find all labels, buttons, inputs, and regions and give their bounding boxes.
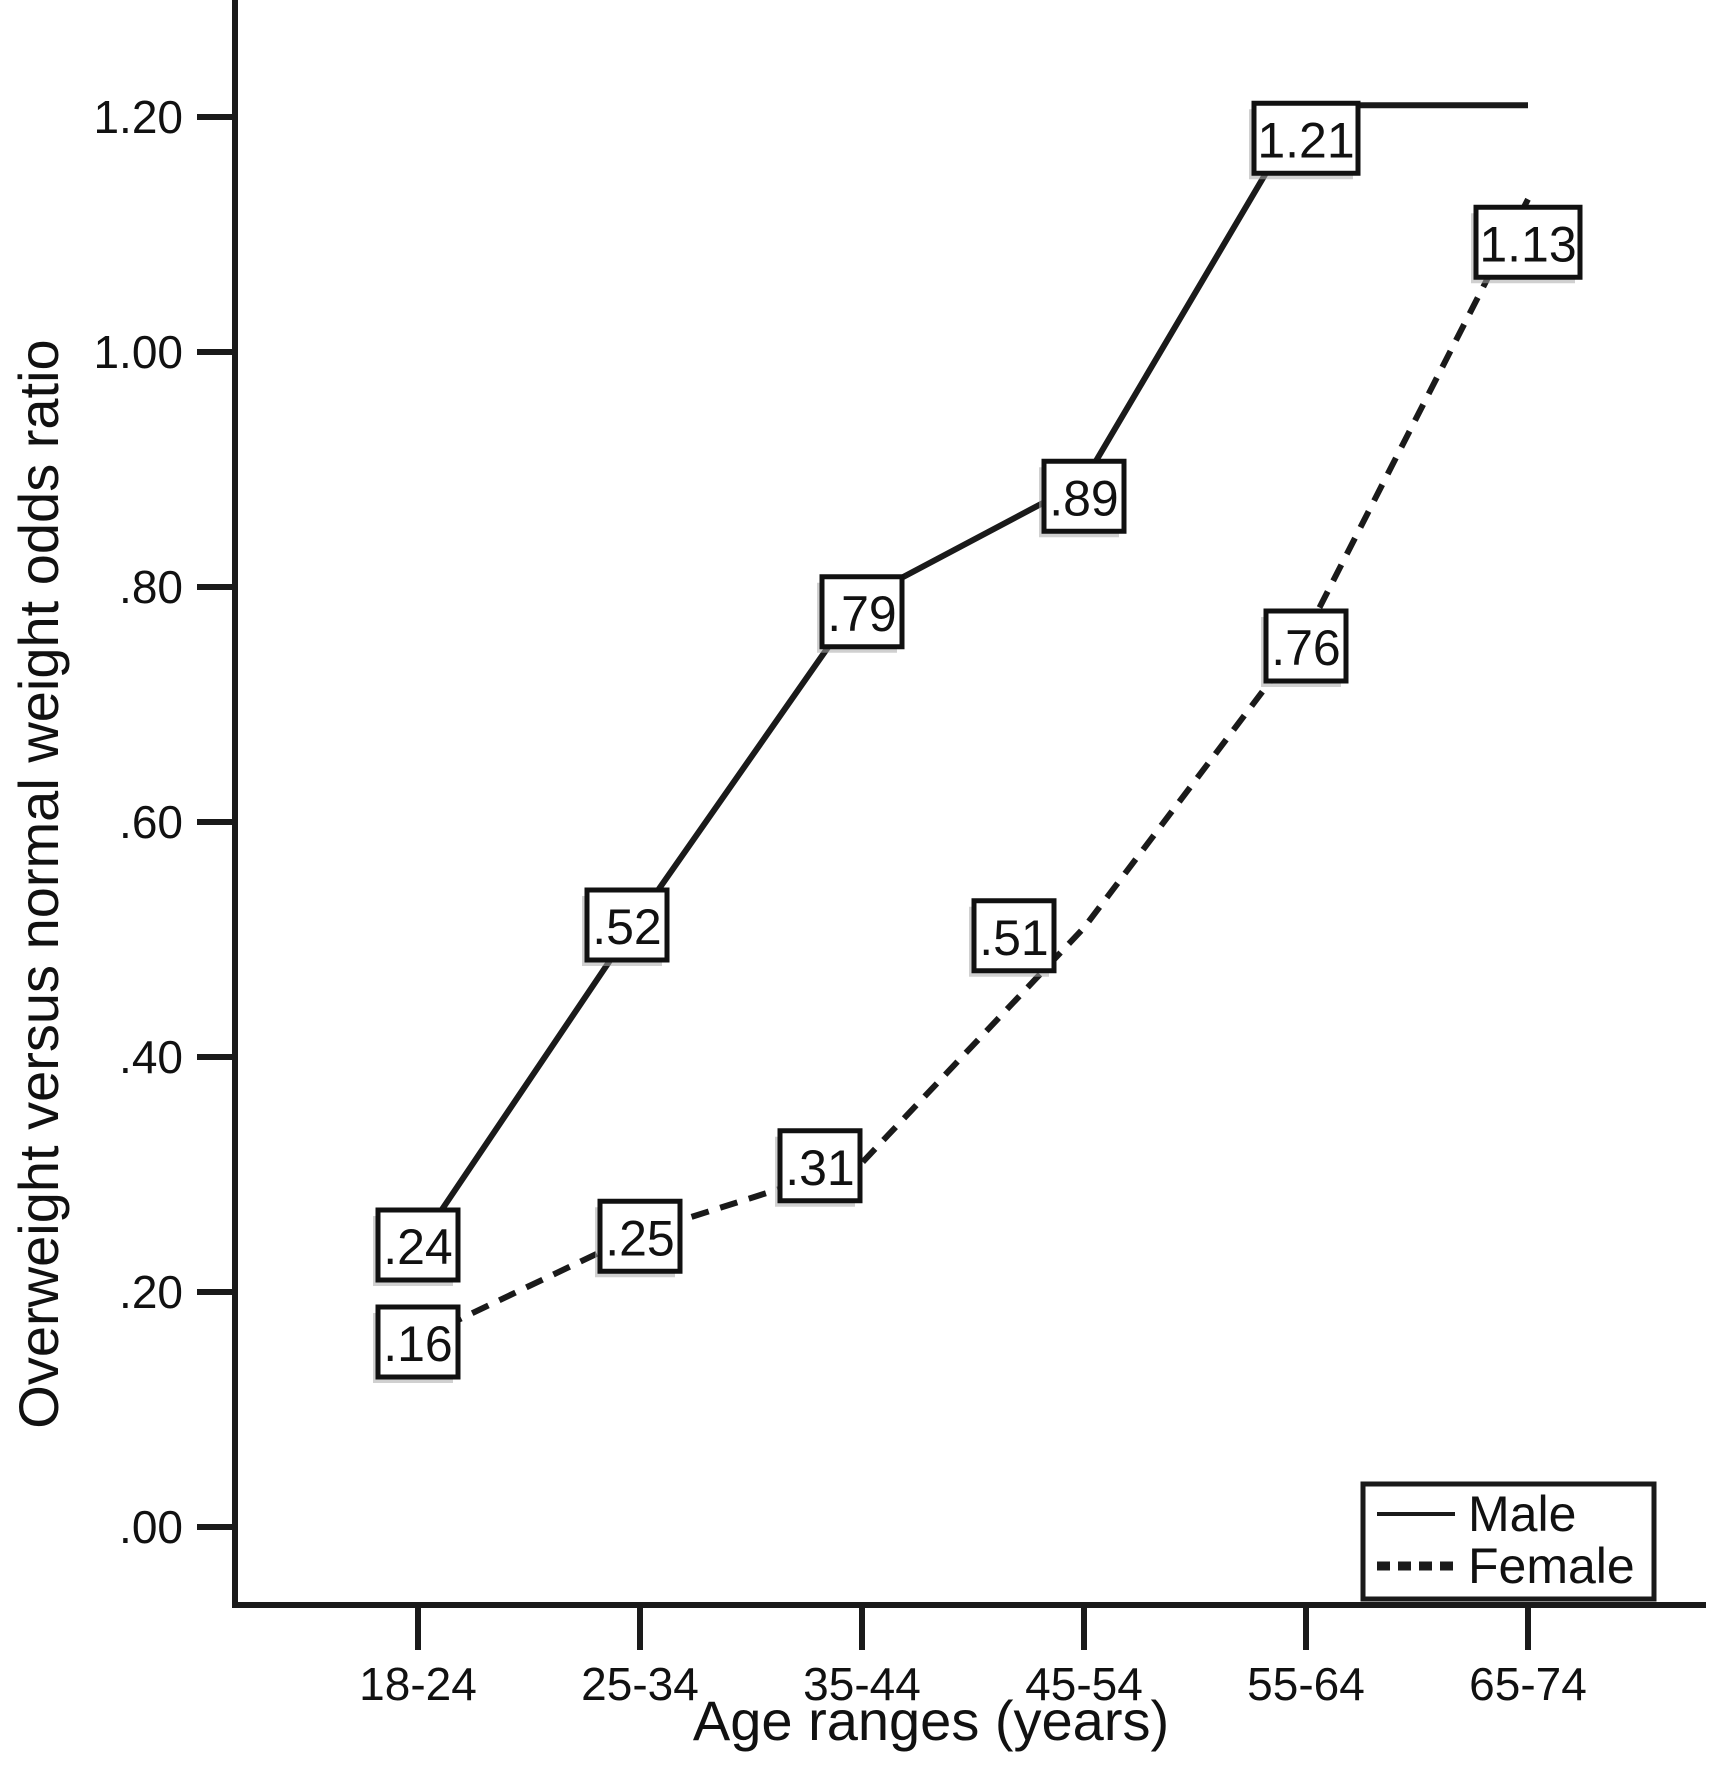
- x-tick-label: 55-64: [1247, 1658, 1365, 1710]
- y-tick-label: .40: [119, 1031, 183, 1083]
- legend-label-male: Male: [1468, 1486, 1576, 1542]
- x-axis-title: Age ranges (years): [693, 1689, 1169, 1752]
- y-tick-label: .00: [119, 1501, 183, 1553]
- data-label-box: [971, 898, 1057, 974]
- y-tick-label: 1.00: [93, 326, 183, 378]
- x-tick-label: 35-44: [803, 1658, 921, 1710]
- data-label: .25: [605, 1210, 675, 1266]
- y-tick-label: 1.20: [93, 91, 183, 143]
- legend-box: [1360, 1481, 1657, 1602]
- data-label-box: [1473, 204, 1583, 280]
- x-tick-label: 25-34: [581, 1658, 699, 1710]
- data-label-box: [777, 1128, 863, 1204]
- data-label-box: [1251, 100, 1361, 176]
- data-label: .51: [979, 910, 1049, 966]
- data-label: .52: [592, 899, 662, 955]
- data-label: .24: [383, 1219, 453, 1275]
- data-label-box: [819, 574, 905, 650]
- data-label: .16: [383, 1316, 453, 1372]
- x-tick-label: 18-24: [359, 1658, 477, 1710]
- x-tick-label: 45-54: [1025, 1658, 1143, 1710]
- y-tick-label: .80: [119, 561, 183, 613]
- data-label: .76: [1271, 620, 1341, 676]
- data-label-box: [375, 1304, 461, 1380]
- data-label-box: [1263, 608, 1349, 684]
- female-line: [416, 197, 1531, 1342]
- data-label-box: [1041, 458, 1127, 534]
- male-line: [415, 102, 1528, 1247]
- data-label: .89: [1049, 470, 1119, 526]
- data-label: 1.13: [1479, 216, 1576, 272]
- y-tick-label: .60: [119, 796, 183, 848]
- data-label-box: [597, 1198, 683, 1274]
- data-label: .31: [785, 1140, 855, 1196]
- data-label: 1.21: [1257, 112, 1354, 168]
- legend-label-female: Female: [1468, 1538, 1635, 1594]
- x-tick-label: 65-74: [1469, 1658, 1587, 1710]
- data-label: .79: [827, 586, 897, 642]
- data-label-box: [584, 887, 670, 963]
- data-label-box: [375, 1207, 461, 1283]
- y-axis-title: Overweight versus normal weight odds rat…: [7, 339, 70, 1428]
- y-tick-label: .20: [119, 1266, 183, 1318]
